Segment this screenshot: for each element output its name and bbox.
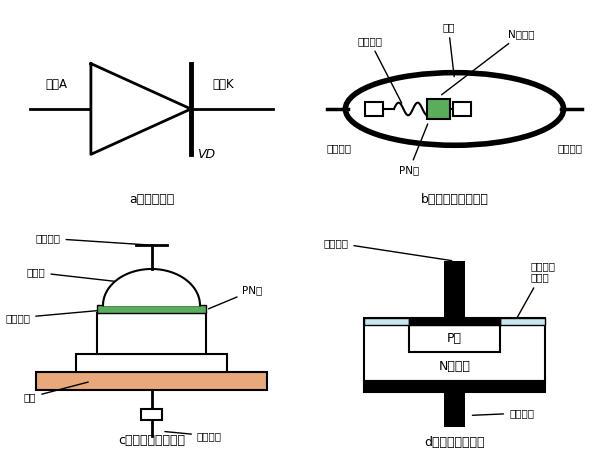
Polygon shape — [91, 64, 191, 154]
Bar — [76, 354, 227, 372]
Text: 阳极引线: 阳极引线 — [36, 233, 148, 245]
Text: 金属触丝: 金属触丝 — [357, 36, 402, 103]
Bar — [427, 99, 450, 119]
Text: N型锗片: N型锗片 — [442, 29, 534, 95]
Text: 二氧化硅
保护层: 二氧化硅 保护层 — [516, 261, 555, 319]
Text: PN结: PN结 — [399, 124, 428, 175]
Bar — [141, 409, 162, 420]
Text: 铝合金: 铝合金 — [27, 267, 133, 283]
Text: d）平面型二极管: d）平面型二极管 — [424, 436, 485, 449]
Bar — [409, 325, 500, 352]
Text: b）点接触型二极管: b）点接触型二极管 — [421, 193, 488, 206]
Bar — [36, 372, 267, 390]
Text: PN结: PN结 — [208, 286, 262, 309]
Bar — [444, 261, 465, 318]
Text: N型硅: N型硅 — [139, 327, 164, 340]
Bar — [97, 305, 206, 313]
Bar — [364, 318, 545, 381]
Bar — [444, 381, 465, 427]
Text: 外壳: 外壳 — [442, 22, 454, 77]
Bar — [453, 102, 471, 116]
Text: N型硅片: N型硅片 — [439, 360, 470, 373]
Text: 阴极引线: 阴极引线 — [473, 408, 534, 418]
Bar — [364, 318, 409, 325]
Text: 阳极引线: 阳极引线 — [327, 143, 352, 153]
Bar — [364, 381, 545, 391]
Bar — [500, 318, 545, 325]
Text: 阳极A: 阳极A — [45, 78, 67, 91]
Text: c）面接触型二极管: c）面接触型二极管 — [118, 434, 185, 447]
Ellipse shape — [345, 73, 564, 145]
Text: 阳极引线: 阳极引线 — [324, 238, 451, 261]
Bar — [365, 102, 384, 116]
Text: 基底: 基底 — [24, 382, 88, 402]
Bar — [409, 318, 500, 325]
Polygon shape — [103, 269, 200, 305]
Text: 阴极引线: 阴极引线 — [557, 143, 582, 153]
Text: a）电路符号: a）电路符号 — [129, 193, 174, 206]
Text: 阴极引线: 阴极引线 — [165, 431, 222, 441]
Text: P区: P区 — [447, 332, 462, 345]
Text: 阴极K: 阴极K — [212, 78, 234, 91]
Text: 金锑合金: 金锑合金 — [5, 310, 103, 323]
Bar — [97, 313, 206, 354]
Text: VD: VD — [197, 148, 215, 161]
